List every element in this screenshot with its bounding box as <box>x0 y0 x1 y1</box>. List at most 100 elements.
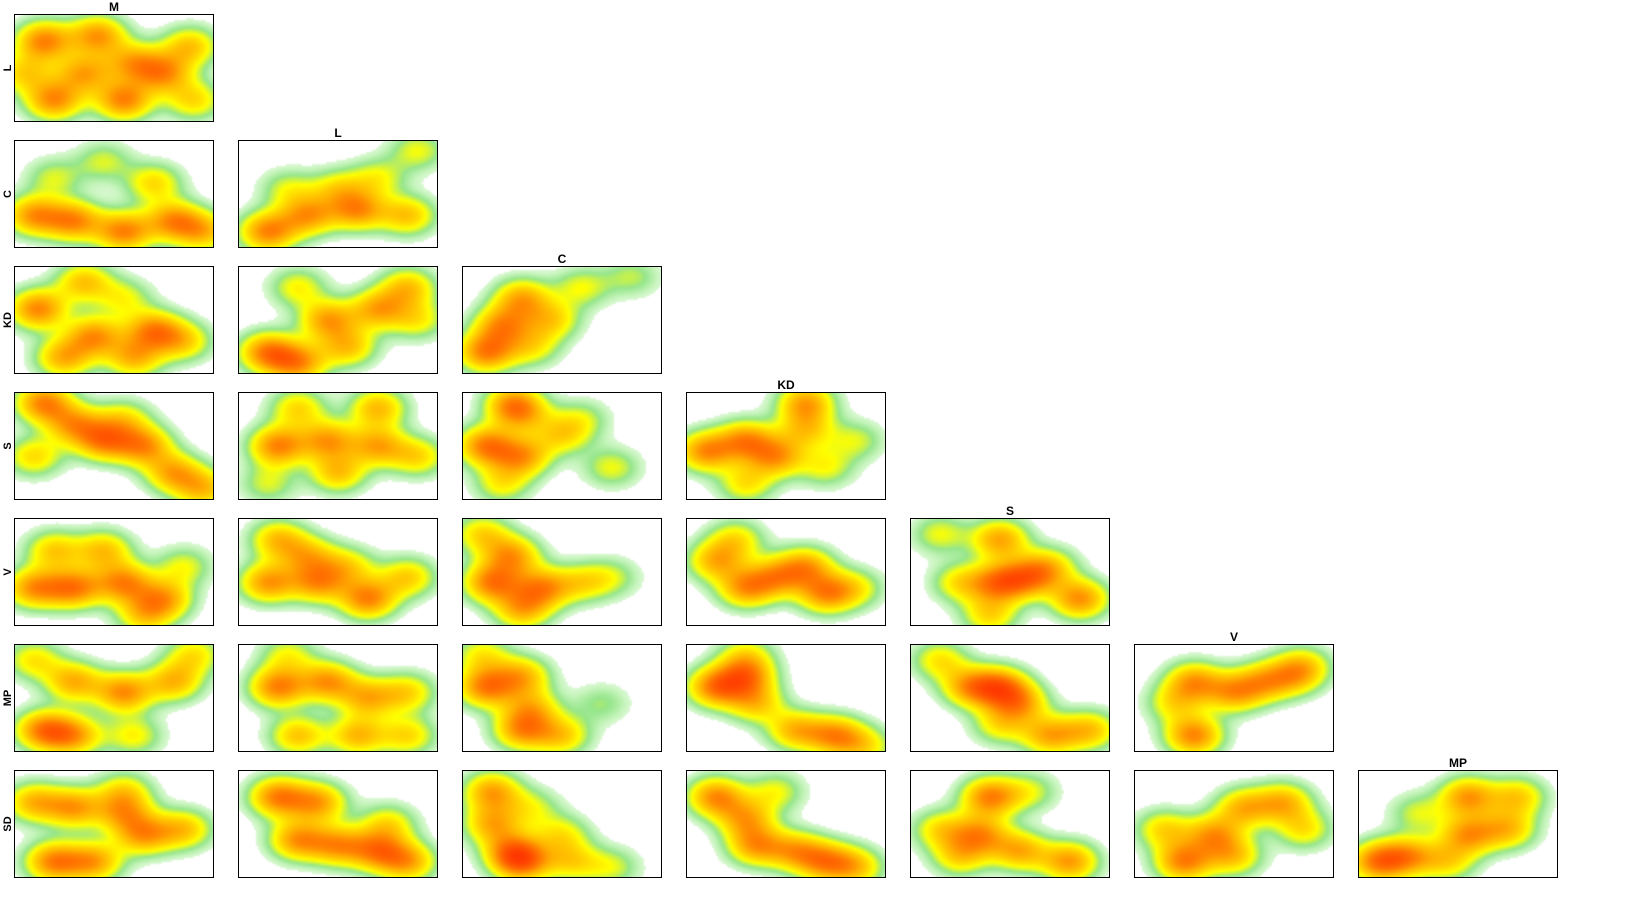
density-panel-KD-vs-L <box>238 266 438 374</box>
panel-frame <box>14 14 214 122</box>
column-label-MP: MP <box>1449 756 1467 770</box>
density-panel-V-vs-M <box>14 518 214 626</box>
density-panel-S-vs-M <box>14 392 214 500</box>
panel-frame <box>1358 770 1558 878</box>
density-heatmap <box>910 770 1110 878</box>
density-panel-SD-vs-C <box>462 770 662 878</box>
density-heatmap <box>462 518 662 626</box>
density-panel-MP-vs-L <box>238 644 438 752</box>
column-label-S: S <box>1006 504 1014 518</box>
density-panel-S-vs-L <box>238 392 438 500</box>
density-heatmap <box>238 140 438 248</box>
density-panel-SD-vs-V <box>1134 770 1334 878</box>
density-heatmap <box>14 644 214 752</box>
density-panel-MP-vs-S <box>910 644 1110 752</box>
panel-frame <box>14 518 214 626</box>
density-heatmap <box>462 644 662 752</box>
density-heatmap <box>238 770 438 878</box>
density-heatmap <box>462 770 662 878</box>
panel-frame <box>910 770 1110 878</box>
panel-frame <box>14 644 214 752</box>
density-heatmap <box>14 518 214 626</box>
density-heatmap <box>686 392 886 500</box>
panel-frame <box>686 518 886 626</box>
panel-frame <box>910 518 1110 626</box>
density-heatmap <box>1134 644 1334 752</box>
panel-frame <box>238 266 438 374</box>
density-heatmap <box>14 140 214 248</box>
column-label-C: C <box>558 252 567 266</box>
panel-frame <box>14 392 214 500</box>
density-panel-SD-vs-S <box>910 770 1110 878</box>
panel-frame <box>1134 644 1334 752</box>
panel-frame <box>462 266 662 374</box>
axis-labels: M L C KD S V MP L C KD S V MP SD <box>2 0 1467 832</box>
density-panel-KD-vs-M <box>14 266 214 374</box>
row-label-KD: KD <box>2 312 14 328</box>
density-heatmap <box>14 770 214 878</box>
row-label-MP: MP <box>2 690 14 707</box>
panel-frame <box>686 770 886 878</box>
panel-frame <box>462 644 662 752</box>
panel-frame <box>462 518 662 626</box>
density-panel-MP-vs-KD <box>686 644 886 752</box>
density-panel-C-vs-M <box>14 140 214 248</box>
density-heatmap <box>462 392 662 500</box>
row-label-S: S <box>2 442 14 449</box>
panel-frame <box>14 266 214 374</box>
column-label-L: L <box>334 126 341 140</box>
density-heatmap <box>910 518 1110 626</box>
panel-frame <box>462 770 662 878</box>
density-panel-KD-vs-C <box>462 266 662 374</box>
density-panel-SD-vs-M <box>14 770 214 878</box>
density-heatmap <box>686 518 886 626</box>
row-label-SD: SD <box>2 816 14 831</box>
density-panel-SD-vs-MP <box>1358 770 1558 878</box>
panel-frame <box>238 392 438 500</box>
density-heatmap <box>14 266 214 374</box>
panel-frame <box>910 644 1110 752</box>
row-label-V: V <box>2 568 14 576</box>
density-heatmap <box>238 392 438 500</box>
density-heatmap <box>462 266 662 374</box>
density-panel-MP-vs-M <box>14 644 214 752</box>
density-panel-V-vs-L <box>238 518 438 626</box>
panel-frame <box>238 518 438 626</box>
density-panel-V-vs-C <box>462 518 662 626</box>
density-panel-SD-vs-KD <box>686 770 886 878</box>
panel-frame <box>14 140 214 248</box>
density-panel-MP-vs-V <box>1134 644 1334 752</box>
density-heatmap <box>238 644 438 752</box>
density-heatmap <box>910 644 1110 752</box>
density-heatmap <box>238 266 438 374</box>
density-panel-S-vs-KD <box>686 392 886 500</box>
panel-frame <box>238 140 438 248</box>
column-label-M: M <box>109 0 119 14</box>
density-heatmap <box>14 392 214 500</box>
density-heatmap <box>1358 770 1558 878</box>
density-heatmap <box>238 518 438 626</box>
density-panel-S-vs-C <box>462 392 662 500</box>
density-heatmap <box>1134 770 1334 878</box>
row-label-L: L <box>2 64 14 71</box>
panel-frame <box>238 644 438 752</box>
density-panel-L-vs-M <box>14 14 214 122</box>
column-label-KD: KD <box>777 378 795 392</box>
column-label-V: V <box>1230 630 1238 644</box>
row-label-C: C <box>2 190 14 198</box>
density-heatmap <box>686 644 886 752</box>
density-panel-C-vs-L <box>238 140 438 248</box>
density-panel-SD-vs-L <box>238 770 438 878</box>
density-panels <box>14 14 1558 878</box>
density-panel-V-vs-S <box>910 518 1110 626</box>
panel-frame <box>14 770 214 878</box>
density-panel-V-vs-KD <box>686 518 886 626</box>
density-heatmap <box>686 770 886 878</box>
panel-frame <box>238 770 438 878</box>
panel-frame <box>686 644 886 752</box>
panel-frame <box>686 392 886 500</box>
density-panel-MP-vs-C <box>462 644 662 752</box>
panel-frame <box>462 392 662 500</box>
panel-frame <box>1134 770 1334 878</box>
